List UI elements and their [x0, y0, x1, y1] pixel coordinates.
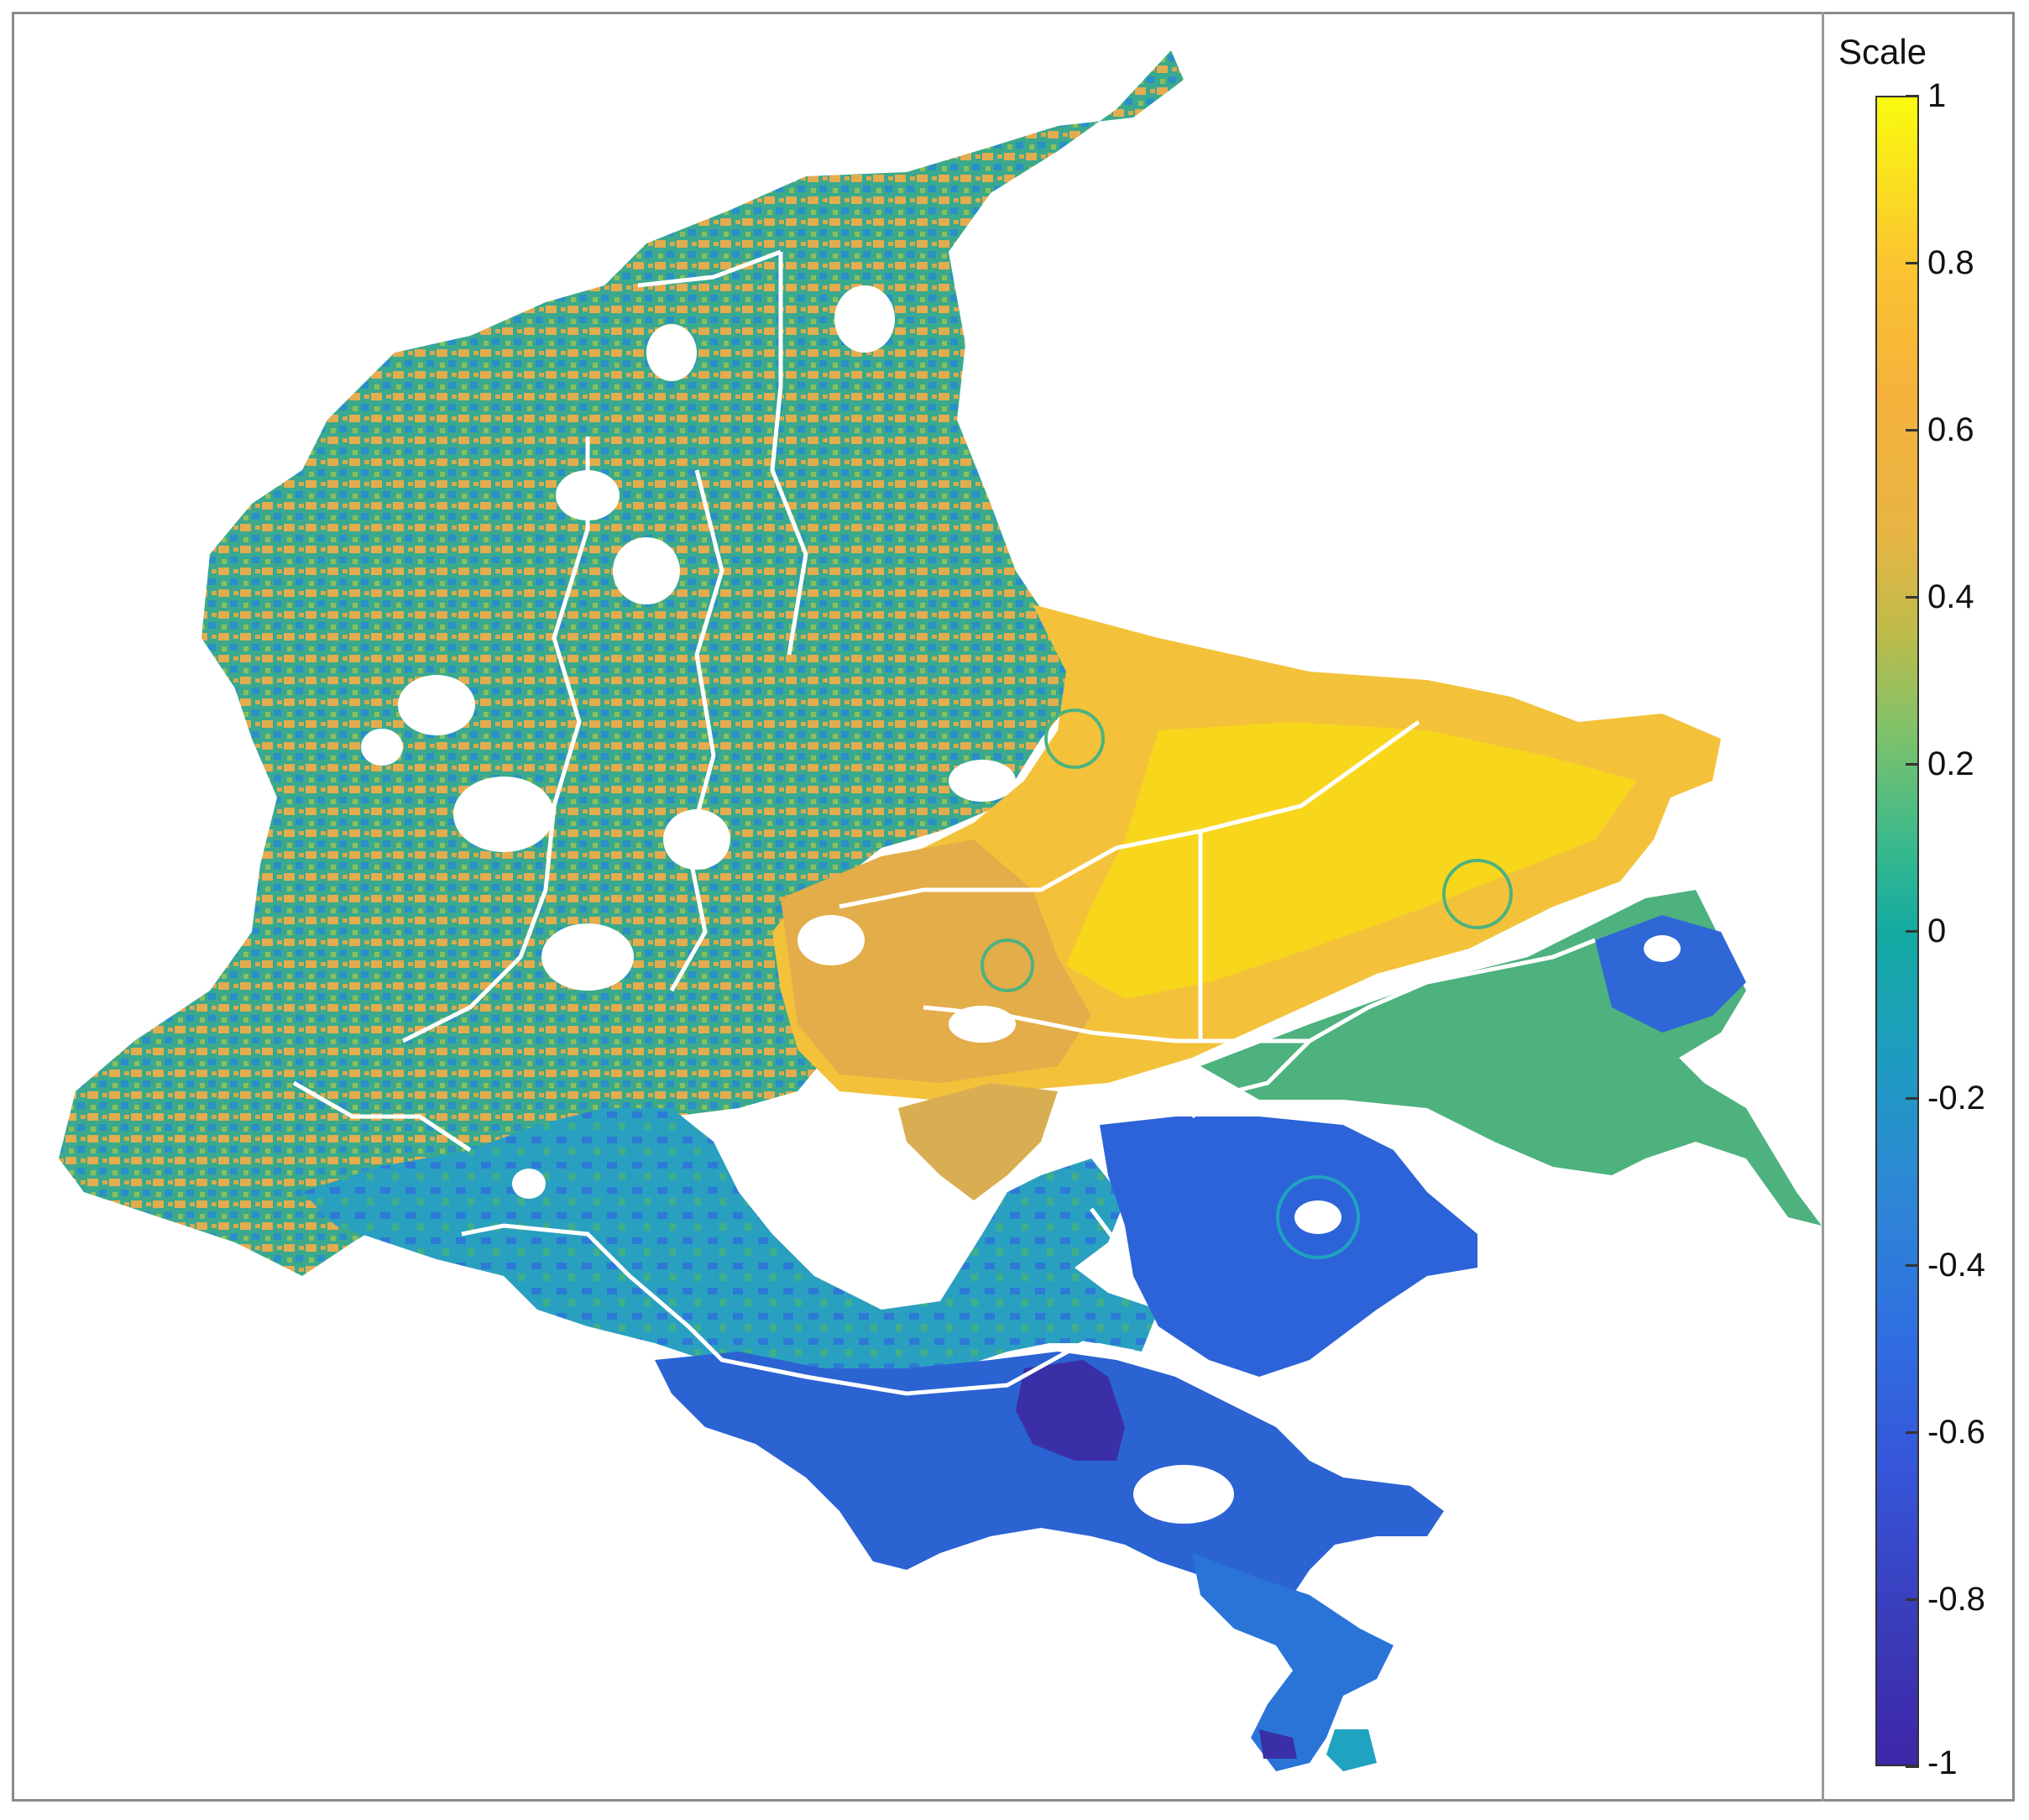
colorbar-tick: [1906, 1765, 1919, 1768]
contour-ring: [1442, 859, 1513, 929]
colorbar-title: Scale: [1838, 32, 1927, 71]
blank-area: [361, 729, 403, 766]
blank-area: [834, 285, 895, 353]
blank-area: [1133, 1465, 1234, 1524]
colorbar-tick: [1906, 1598, 1919, 1601]
colorbar-tick-label: -0.4: [1927, 1247, 1985, 1284]
region-tip-deep: [1259, 1729, 1297, 1759]
colorbar-tick: [1906, 595, 1919, 599]
region-southeast-blue: [1595, 915, 1746, 1033]
colorbar-tick: [1906, 1096, 1919, 1100]
region-tip-teal: [1326, 1729, 1377, 1771]
colorbar-tick-label: 0.6: [1927, 411, 1974, 448]
boundary-lines: [292, 249, 1596, 1396]
region-deep-blue: [1016, 1360, 1125, 1461]
region-south-orange: [898, 1083, 1058, 1200]
colorbar-tick-label: -0.6: [1927, 1414, 1985, 1451]
colorbar-tick-label: 1: [1927, 77, 1947, 114]
region-east-core: [1066, 722, 1637, 999]
blank-area: [541, 923, 634, 991]
blank-area: [646, 324, 697, 381]
colorbar-tick: [1906, 762, 1919, 766]
blank-area: [613, 537, 680, 604]
blank-area: [1644, 935, 1681, 962]
colorbar-tick: [1906, 1430, 1919, 1434]
colorbar-tick-label: 0.2: [1927, 745, 1974, 782]
colorbar-tick: [1906, 929, 1919, 933]
region-southwest-blue: [655, 1352, 1444, 1612]
colorbar-tick: [1906, 428, 1919, 431]
contour-ring: [981, 939, 1034, 992]
colorbar-tick-label: -1: [1927, 1744, 1958, 1781]
colorbar-tick-label: 0: [1927, 913, 1947, 949]
blank-area: [949, 760, 1016, 802]
blank-area: [797, 915, 865, 965]
blank-area: [1294, 1200, 1341, 1234]
colorbar-divider: [1822, 12, 1824, 1802]
blank-area: [663, 809, 730, 870]
colorbar-tick: [1906, 261, 1919, 264]
colorbar-tick: [1906, 94, 1919, 97]
colorbar-tick-label: 0.8: [1927, 244, 1974, 281]
colorbar-tick-label: -0.2: [1927, 1080, 1985, 1117]
blank-area: [453, 777, 554, 852]
colorbar-tick: [1906, 1263, 1919, 1267]
colorbar-tick-label: -0.8: [1927, 1581, 1985, 1618]
colorbar-tick-label: 0.4: [1927, 578, 1974, 615]
blank-area: [398, 675, 475, 735]
map-canvas: [59, 50, 1822, 1771]
region-northwest: [59, 50, 1184, 1276]
region-amazon-tail: [1192, 1553, 1394, 1771]
contour-ring: [1276, 1175, 1360, 1259]
blank-area: [512, 1169, 546, 1199]
contour-ring: [1044, 709, 1105, 769]
